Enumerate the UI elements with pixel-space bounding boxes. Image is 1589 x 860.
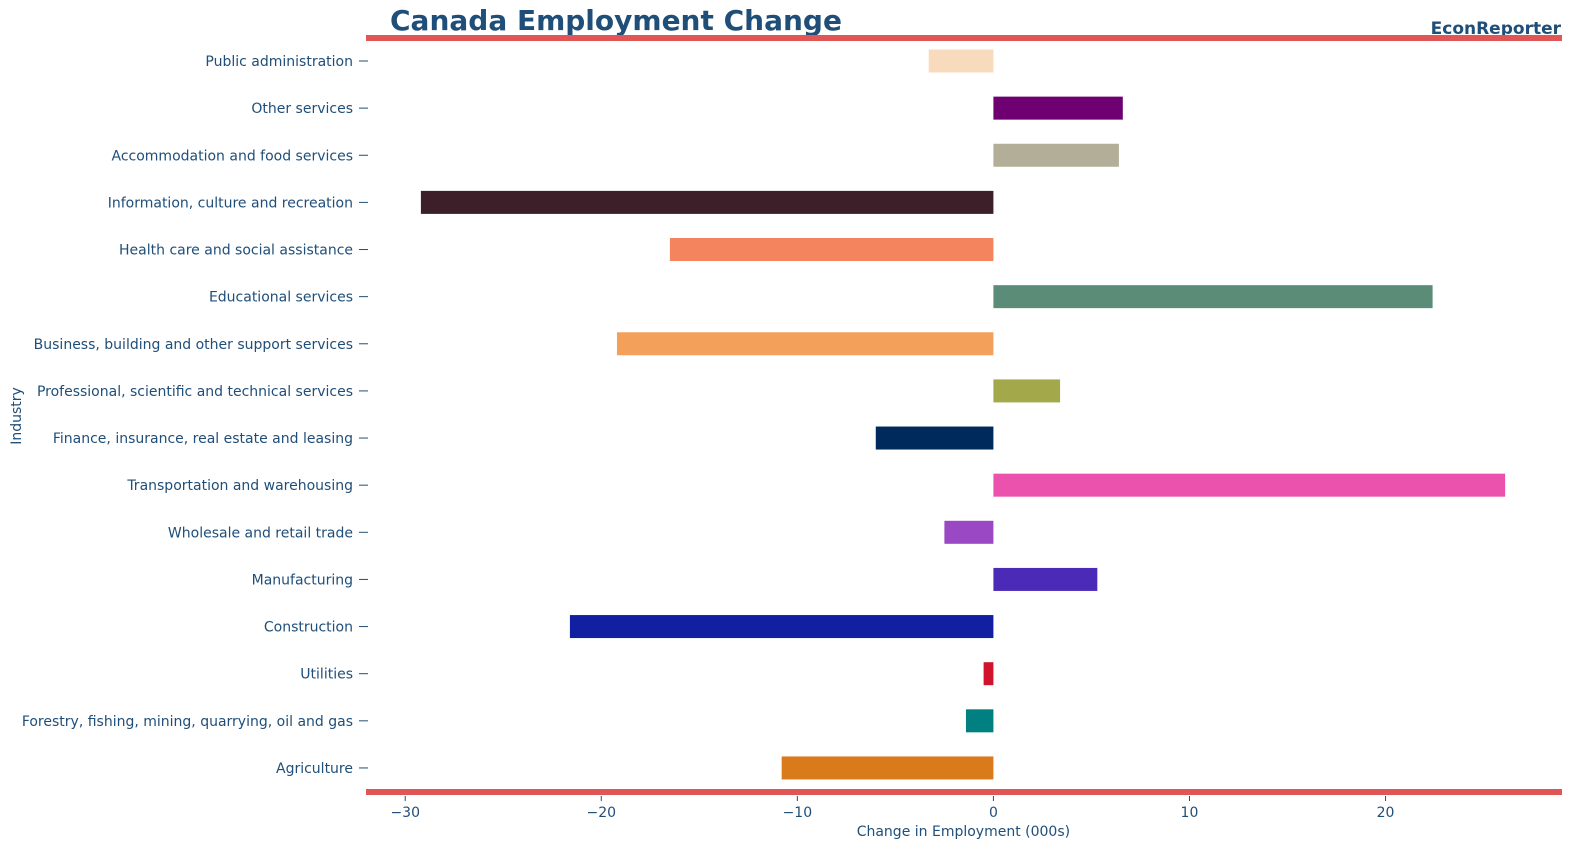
brand-logo-text: EconReporter: [1430, 19, 1561, 39]
bar-1: [965, 709, 994, 733]
x-tick-label-5: 20: [1377, 805, 1395, 821]
bar-9: [616, 332, 994, 356]
y-tick-labels: Agriculture Forestry, fishing, mining, qu…: [22, 54, 368, 777]
y-tick-label-6: Transportation and warehousing: [126, 478, 353, 494]
y-tick-label-9: Business, building and other support ser…: [34, 337, 353, 353]
bar-8: [993, 379, 1061, 403]
y-tick-label-2: Utilities: [300, 667, 353, 683]
bar-0: [781, 756, 994, 780]
bars-group: [420, 49, 1506, 780]
bar-4: [993, 567, 1098, 591]
bar-14: [993, 96, 1123, 120]
chart-title: Canada Employment Change: [390, 4, 842, 37]
bar-13: [993, 143, 1119, 167]
x-tick-label-1: −20: [587, 805, 617, 821]
x-tick-label-2: −10: [783, 805, 813, 821]
y-tick-label-14: Other services: [251, 101, 353, 117]
y-tick-label-7: Finance, insurance, real estate and leas…: [53, 431, 353, 447]
y-tick-label-1: Forestry, fishing, mining, quarrying, oi…: [22, 714, 353, 730]
y-tick-label-8: Professional, scientific and technical s…: [37, 384, 353, 400]
y-tick-label-11: Health care and social assistance: [119, 243, 353, 259]
y-tick-label-0: Agriculture: [276, 761, 353, 777]
bar-3: [569, 615, 994, 639]
y-tick-label-13: Accommodation and food services: [112, 148, 354, 164]
bar-6: [993, 473, 1506, 497]
y-tick-label-4: Manufacturing: [252, 572, 353, 588]
y-tick-label-10: Educational services: [209, 290, 353, 306]
bar-7: [875, 426, 994, 450]
bar-5: [944, 520, 994, 544]
x-tick-label-3: 0: [989, 805, 998, 821]
y-tick-label-12: Information, culture and recreation: [108, 195, 353, 211]
y-tick-label-15: Public administration: [205, 54, 353, 70]
x-tick-label-4: 10: [1181, 805, 1199, 821]
y-tick-label-5: Wholesale and retail trade: [168, 525, 353, 541]
bar-2: [983, 662, 994, 686]
bar-10: [993, 285, 1433, 309]
bar-15: [928, 49, 994, 73]
x-tick-label-0: −30: [390, 805, 420, 821]
bar-12: [420, 190, 994, 214]
x-axis-label: Change in Employment (000s): [857, 824, 1070, 840]
x-ticks: −30 −20 −10 0 10 20: [390, 796, 1394, 821]
bar-11: [669, 238, 994, 262]
y-tick-label-3: Construction: [264, 620, 353, 636]
y-axis-label: Industry: [9, 387, 25, 445]
